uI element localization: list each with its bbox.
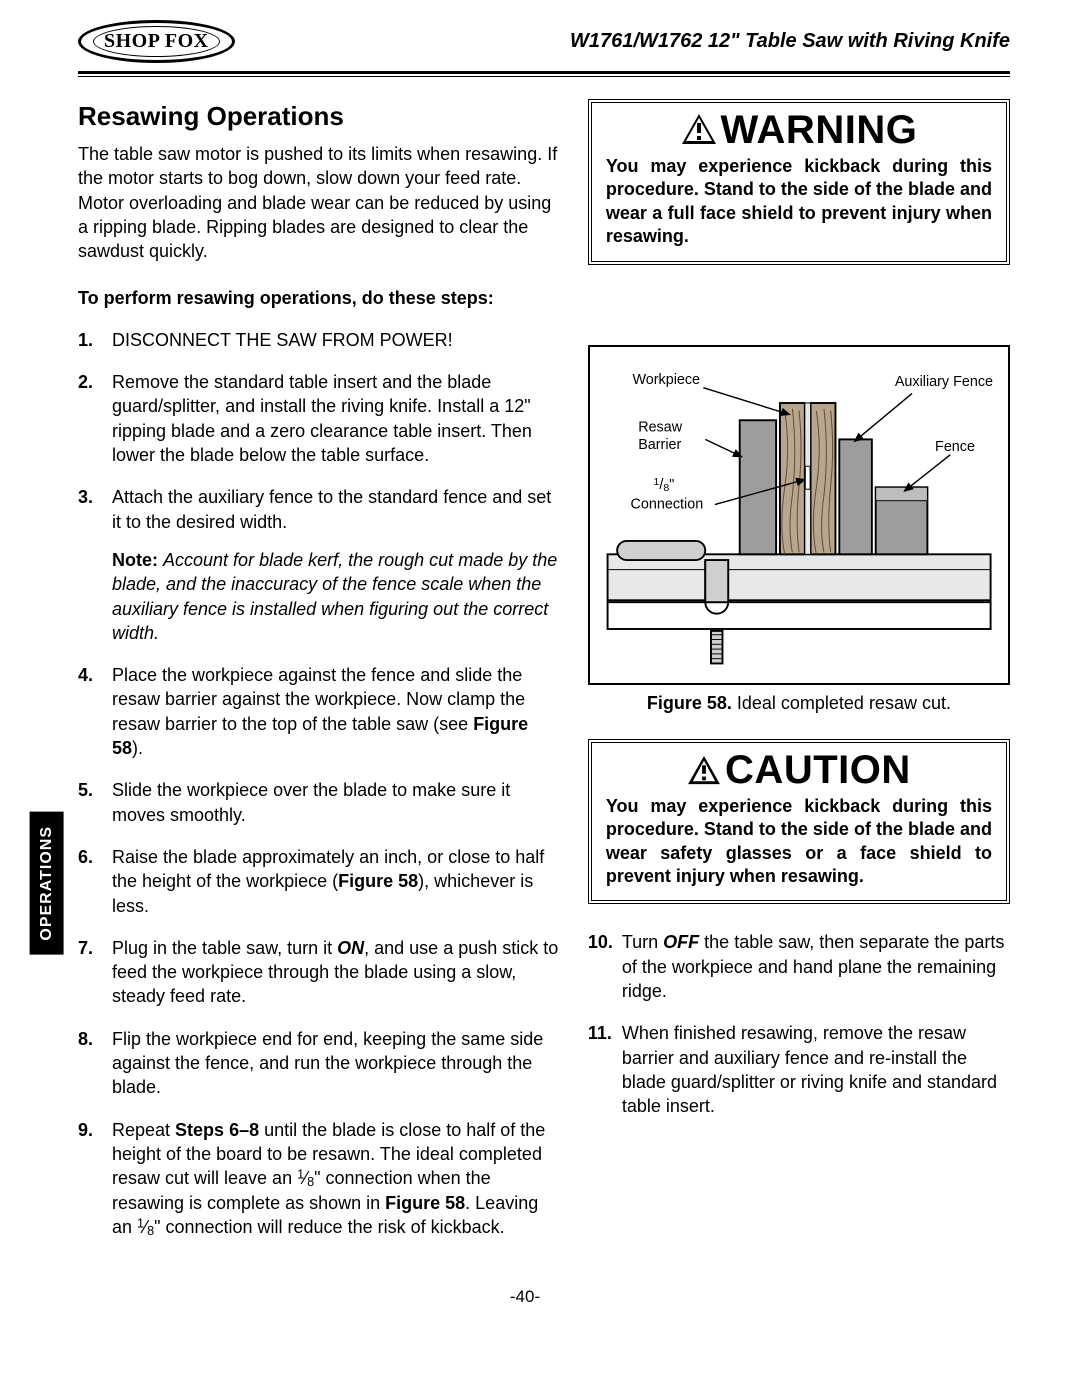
figure-caption-rest: Ideal completed resaw cut. [732,693,951,713]
step-3: Attach the auxiliary fence to the standa… [78,485,560,645]
figure-58-caption: Figure 58. Ideal completed resaw cut. [588,691,1010,715]
figure-caption-bold: Figure 58. [647,693,732,713]
figure-58-svg: Workpiece Auxiliary Fence Resaw Barrier … [598,357,1000,675]
header-rule-thin [78,76,1010,77]
step-9-g: connection will reduce the risk of kickb… [160,1217,504,1237]
fig-label-fence: Fence [935,438,975,454]
note-label: Note: [112,550,158,570]
step-2-text: Remove the standard table insert and the… [112,372,532,465]
section-heading: Resawing Operations [78,99,560,134]
brand-logo-text: SHOP FOX [93,26,220,57]
step-5: Slide the workpiece over the blade to ma… [78,778,560,827]
figure-58: Workpiece Auxiliary Fence Resaw Barrier … [588,345,1010,685]
caution-text: You may experience kickback during this … [606,795,992,889]
step-1: DISCONNECT THE SAW FROM POWER! [78,328,560,352]
caution-icon [687,751,721,793]
caution-title: CAUTION [606,749,992,793]
step-9-a: Repeat [112,1120,175,1140]
step-3-text: Attach the auxiliary fence to the standa… [112,487,551,531]
step-9-stepsref: Steps 6–8 [175,1120,259,1140]
step-10: Turn OFF the table saw, then separate th… [588,930,1010,1003]
left-column: Resawing Operations The table saw motor … [78,99,560,1258]
intro-paragraph: The table saw motor is pushed to its lim… [78,142,560,263]
fig-label-resaw-b: Barrier [638,437,681,453]
step-8: Flip the workpiece end for end, keeping … [78,1027,560,1100]
page-number: -40- [40,1286,1010,1309]
step-5-text: Slide the workpiece over the blade to ma… [112,780,510,824]
right-column: WARNING You may experience kickback duri… [588,99,1010,1258]
step-3-note: Note: Account for blade kerf, the rough … [112,548,560,645]
step-9: Repeat Steps 6–8 until the blade is clos… [78,1118,560,1241]
step-11: When finished resawing, remove the resaw… [588,1021,1010,1118]
steps-lead-in: To perform resawing operations, do these… [78,286,560,310]
brand-logo: SHOP FOX [78,20,235,63]
fig-label-conn-b: Connection [630,496,703,512]
warning-title-text: WARNING [721,108,918,152]
step-4: Place the workpiece against the fence an… [78,663,560,760]
warning-text: You may experience kickback during this … [606,155,992,249]
fig-label-resaw-a: Resaw [638,419,683,435]
note-body: Account for blade kerf, the rough cut ma… [112,550,557,643]
warning-icon [681,111,717,153]
steps-list-right: Turn OFF the table saw, then separate th… [588,930,1010,1118]
step-7-text-a: Plug in the table saw, turn it [112,938,337,958]
step-7-on: ON [337,938,364,958]
caution-box: CAUTION You may experience kickback duri… [588,739,1010,905]
step-11-text: When finished resawing, remove the resaw… [622,1023,997,1116]
step-4-text-a: Place the workpiece against the fence an… [112,665,525,734]
step-2: Remove the standard table insert and the… [78,370,560,467]
step-1-text: DISCONNECT THE SAW FROM POWER! [112,330,453,350]
warning-title: WARNING [606,109,992,153]
step-10-off: OFF [663,932,699,952]
step-7: Plug in the table saw, turn it ON, and u… [78,936,560,1009]
header-rule-thick [78,71,1010,74]
caution-title-text: CAUTION [725,748,911,792]
step-4-text-c: ). [132,738,143,758]
steps-list: DISCONNECT THE SAW FROM POWER! Remove th… [78,328,560,1240]
step-9-frac2: 1⁄8" [137,1217,160,1237]
step-9-figref: Figure 58 [385,1193,465,1213]
fig-label-conn-a: 1/8" [653,476,674,494]
fig-label-aux: Auxiliary Fence [895,373,993,389]
warning-box: WARNING You may experience kickback duri… [588,99,1010,265]
section-side-tab: OPERATIONS [30,812,64,955]
step-6: Raise the blade approximately an inch, o… [78,845,560,918]
step-9-frac1: 1⁄8" [297,1168,320,1188]
step-6-figref: Figure 58 [338,871,418,891]
step-10-a: Turn [622,932,663,952]
fig-label-workpiece: Workpiece [632,371,700,387]
document-title: W1761/W1762 12" Table Saw with Riving Kn… [570,28,1010,55]
step-8-text: Flip the workpiece end for end, keeping … [112,1029,543,1098]
